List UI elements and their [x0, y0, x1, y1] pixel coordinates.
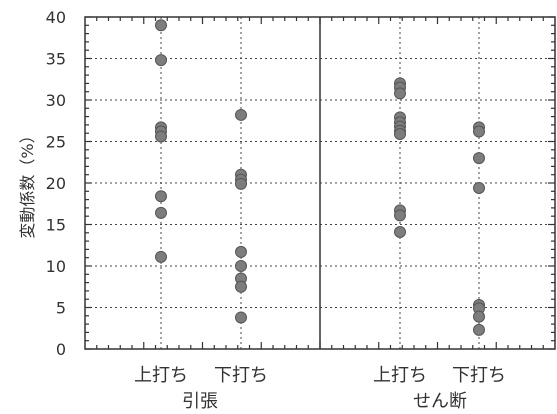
- y-tick-label: 0: [56, 340, 66, 359]
- y-tick-label: 30: [46, 91, 66, 110]
- data-point: [473, 152, 485, 165]
- category-label: 上打ち: [373, 365, 427, 386]
- category-label: 下打ち: [214, 365, 268, 386]
- y-tick-label: 40: [46, 8, 66, 27]
- y-tick-label: 35: [46, 50, 66, 69]
- data-point: [155, 130, 167, 143]
- data-point: [155, 190, 167, 203]
- axis-ticks: [85, 16, 555, 350]
- y-tick-label: 15: [46, 216, 66, 235]
- data-point: [473, 310, 485, 323]
- data-point: [235, 108, 247, 121]
- data-point: [235, 245, 247, 258]
- data-point: [473, 323, 485, 336]
- data-point: [235, 260, 247, 272]
- y-tick-labels: 0 5 10 15 20 25 30 35 40: [46, 8, 66, 359]
- data-point: [394, 128, 406, 141]
- data-point: [473, 125, 485, 138]
- data-point: [235, 177, 247, 190]
- data-point: [235, 280, 247, 293]
- data-point: [155, 206, 167, 219]
- y-tick-label: 20: [46, 174, 66, 193]
- data-point: [155, 250, 167, 263]
- data-point: [155, 19, 167, 32]
- group-label: 引張: [182, 391, 218, 412]
- y-tick-label: 25: [46, 133, 66, 152]
- y-tick-label: 5: [56, 299, 66, 318]
- category-label: 下打ち: [452, 365, 506, 386]
- data-point: [473, 181, 485, 194]
- data-point: [394, 209, 406, 222]
- data-points: [155, 19, 485, 336]
- y-axis-title: 変動係数（%）: [18, 127, 37, 238]
- data-point: [394, 87, 406, 100]
- y-tick-label: 10: [46, 257, 66, 276]
- data-point: [155, 54, 167, 67]
- group-label: せん断: [413, 391, 467, 412]
- data-point: [235, 311, 247, 324]
- category-label: 上打ち: [134, 365, 188, 386]
- data-point: [394, 225, 406, 238]
